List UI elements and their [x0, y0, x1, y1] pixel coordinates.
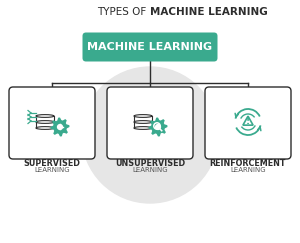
Text: MACHINE LEARNING: MACHINE LEARNING	[150, 7, 268, 17]
FancyBboxPatch shape	[36, 122, 54, 128]
Polygon shape	[243, 116, 253, 125]
Circle shape	[155, 124, 161, 130]
Ellipse shape	[36, 115, 54, 117]
FancyBboxPatch shape	[134, 122, 152, 128]
FancyBboxPatch shape	[36, 116, 54, 122]
Ellipse shape	[134, 127, 152, 129]
Text: TYPES OF: TYPES OF	[98, 7, 150, 17]
Ellipse shape	[134, 115, 152, 117]
Text: LEARNING: LEARNING	[132, 166, 168, 173]
Ellipse shape	[36, 121, 54, 123]
FancyBboxPatch shape	[107, 87, 193, 159]
Polygon shape	[148, 118, 167, 137]
Text: !: !	[246, 117, 250, 126]
Text: LEARNING: LEARNING	[230, 166, 266, 173]
Text: MACHINE LEARNING: MACHINE LEARNING	[87, 42, 213, 52]
FancyBboxPatch shape	[82, 33, 218, 61]
FancyBboxPatch shape	[134, 116, 152, 122]
Ellipse shape	[36, 127, 54, 129]
Text: LEARNING: LEARNING	[34, 166, 70, 173]
FancyBboxPatch shape	[205, 87, 291, 159]
Ellipse shape	[134, 121, 152, 123]
Polygon shape	[50, 118, 70, 137]
Text: REINFORCEMENT: REINFORCEMENT	[210, 159, 286, 168]
Circle shape	[82, 67, 218, 203]
Text: UNSUPERVISED: UNSUPERVISED	[115, 159, 185, 168]
Circle shape	[57, 124, 63, 130]
FancyBboxPatch shape	[9, 87, 95, 159]
Text: SUPERVISED: SUPERVISED	[24, 159, 80, 168]
